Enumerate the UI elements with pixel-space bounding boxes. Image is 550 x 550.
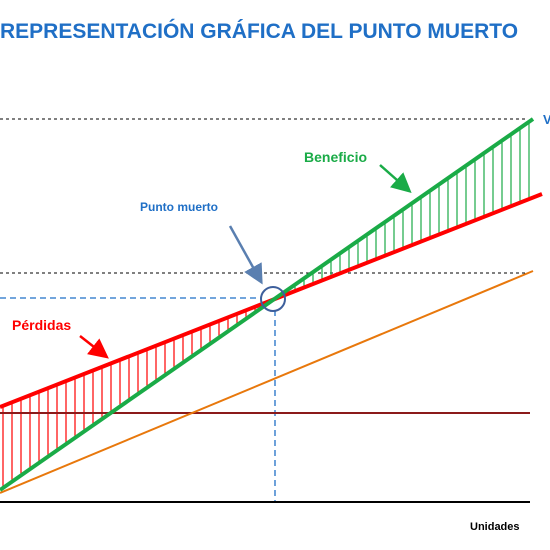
perdidas-arrow — [79, 335, 109, 359]
perdidas-hatch — [2, 303, 265, 488]
beneficio-label: Beneficio — [304, 149, 367, 165]
punto-muerto-arrow — [228, 225, 263, 285]
x-axis-label: Unidades — [470, 521, 520, 533]
perdidas-label: Pérdidas — [12, 317, 71, 333]
page-title: REPRESENTACIÓN GRÁFICA DEL PUNTO MUERTO — [0, 20, 519, 43]
beneficio-arrow — [379, 164, 412, 193]
ingresos-line-label-cut: V — [543, 112, 550, 127]
punto-muerto-marker — [260, 286, 286, 312]
costes-variables-line — [0, 270, 534, 494]
beneficio-hatch — [285, 121, 530, 295]
punto-muerto-label: Punto muerto — [140, 200, 218, 214]
ingresos-line — [0, 117, 535, 492]
